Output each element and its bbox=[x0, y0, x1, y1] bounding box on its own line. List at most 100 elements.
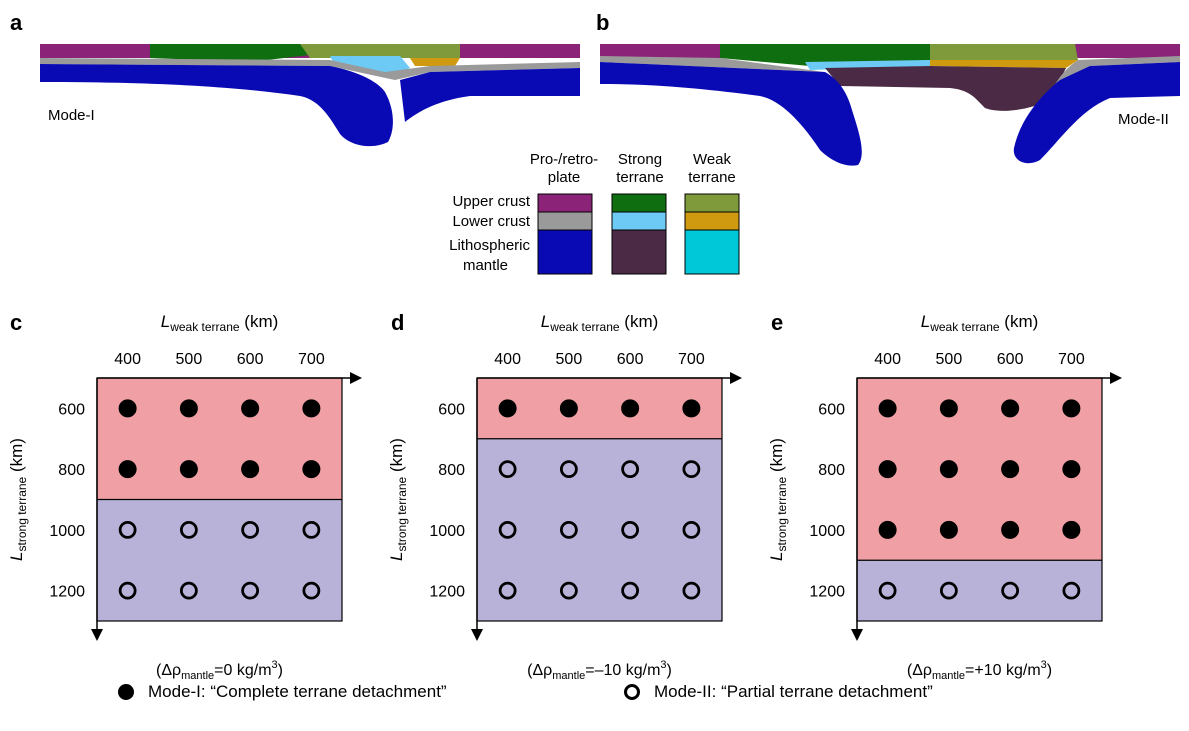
mode1-point bbox=[118, 460, 137, 479]
x-axis-arrow-icon bbox=[730, 372, 742, 384]
swatch-strong-mantle bbox=[611, 229, 667, 275]
mode2-point bbox=[498, 520, 517, 539]
mode1-point bbox=[241, 460, 260, 479]
mode2-point bbox=[1062, 581, 1081, 600]
mode2-point bbox=[498, 581, 517, 600]
a-plate-lower-crust bbox=[40, 58, 580, 80]
mode1-region bbox=[97, 378, 342, 500]
y-axis-title-main: L bbox=[387, 551, 406, 560]
y-axis-title-sub: strong terrane bbox=[775, 476, 789, 551]
y-axis-title-unit: (km) bbox=[387, 438, 406, 477]
model-cross-sections: Mode-I Mode-II bbox=[40, 44, 1180, 166]
col-header-strong-2: terrane bbox=[616, 169, 664, 186]
x-tick-label: 500 bbox=[936, 351, 963, 368]
x-tick-label: 700 bbox=[1058, 351, 1085, 368]
b-plate-lower-crust bbox=[600, 56, 825, 72]
y-tick-label: 800 bbox=[818, 462, 845, 479]
open-circle-icon bbox=[624, 684, 640, 700]
mode1-point bbox=[878, 520, 897, 539]
a-plate-mantle-left bbox=[40, 64, 393, 147]
mode2-point bbox=[878, 581, 897, 600]
swatch-plate-upper bbox=[537, 193, 593, 213]
y-tick-label: 1200 bbox=[49, 584, 85, 601]
mode1-point bbox=[498, 399, 517, 418]
y-tick-label: 600 bbox=[818, 401, 845, 418]
mode1-point bbox=[241, 399, 260, 418]
mode2-point bbox=[939, 581, 958, 600]
x-tick-label: 700 bbox=[298, 351, 325, 368]
mode1-point bbox=[302, 460, 321, 479]
filled-circle-icon bbox=[118, 684, 134, 700]
x-axis-title: Lweak terrane (km) bbox=[161, 312, 279, 334]
panel-label-b: b bbox=[596, 10, 610, 35]
panel-label-d: d bbox=[391, 310, 405, 335]
x-axis-title-sub: weak terrane bbox=[549, 320, 620, 334]
a-strong-upper-crust bbox=[150, 44, 310, 62]
mode2-point bbox=[559, 460, 578, 479]
col-header-strong-1: Strong bbox=[618, 151, 662, 168]
mode2-point bbox=[241, 581, 260, 600]
mode2-point bbox=[498, 460, 517, 479]
mode1-point bbox=[621, 399, 640, 418]
x-axis-title: Lweak terrane (km) bbox=[541, 312, 659, 334]
chart-caption: (Δρmantle=–10 kg/m3) bbox=[527, 659, 672, 682]
section-a: Mode-I bbox=[40, 44, 580, 147]
x-tick-label: 600 bbox=[617, 351, 644, 368]
mode1-point bbox=[118, 399, 137, 418]
mode2-point bbox=[621, 581, 640, 600]
col-header-weak-1: Weak bbox=[693, 151, 732, 168]
legend-mode1-label: Mode-I: “Complete terrane detachment” bbox=[148, 682, 447, 701]
mode2-point bbox=[241, 520, 260, 539]
x-tick-label: 400 bbox=[874, 351, 901, 368]
y-tick-label: 1200 bbox=[809, 584, 845, 601]
mode1-point bbox=[1062, 460, 1081, 479]
mode1-point bbox=[682, 399, 701, 418]
mode2-point bbox=[302, 581, 321, 600]
b-plate-mantle-right bbox=[1013, 62, 1180, 164]
chart-panel-d: Lweak terrane (km)Lstrong terrane (km)40… bbox=[387, 312, 742, 682]
col-header-plate-1: Pro-/retro- bbox=[530, 151, 598, 168]
chart-caption: (Δρmantle=0 kg/m3) bbox=[156, 659, 283, 682]
x-tick-label: 500 bbox=[556, 351, 583, 368]
mode1-point bbox=[559, 399, 578, 418]
y-tick-label: 1000 bbox=[49, 523, 85, 540]
x-axis-title-unit: (km) bbox=[620, 312, 659, 331]
x-axis-title-main: L bbox=[161, 312, 170, 331]
x-axis-arrow-icon bbox=[1110, 372, 1122, 384]
mode1-point bbox=[1062, 399, 1081, 418]
mode1-region bbox=[857, 378, 1102, 561]
chart-caption: (Δρmantle=+10 kg/m3) bbox=[907, 659, 1052, 682]
mode2-point bbox=[179, 520, 198, 539]
swatch-weak-mantle bbox=[684, 229, 740, 275]
mode2-point bbox=[682, 460, 701, 479]
b-strong-lower-crust bbox=[805, 60, 930, 70]
a-weak-lower-crust bbox=[410, 58, 460, 66]
panel-label-e: e bbox=[771, 310, 784, 335]
a-mode-label: Mode-I bbox=[48, 107, 95, 124]
a-strong-lower-crust bbox=[330, 56, 410, 76]
row-label-upper-crust: Upper crust bbox=[452, 193, 530, 210]
mode2-point bbox=[118, 520, 137, 539]
x-tick-label: 600 bbox=[997, 351, 1024, 368]
y-tick-label: 1200 bbox=[429, 584, 465, 601]
x-axis-title: Lweak terrane (km) bbox=[921, 312, 1039, 334]
y-axis-title-main: L bbox=[767, 551, 786, 560]
mode2-point bbox=[179, 581, 198, 600]
b-weak-upper-crust bbox=[930, 44, 1078, 60]
mode1-point bbox=[939, 460, 958, 479]
row-label-mantle-1: Lithospheric bbox=[449, 237, 530, 254]
y-axis-arrow-icon bbox=[471, 629, 483, 641]
x-axis-arrow-icon bbox=[350, 372, 362, 384]
mode2-point bbox=[621, 460, 640, 479]
y-tick-label: 600 bbox=[58, 401, 85, 418]
mode1-point bbox=[939, 399, 958, 418]
y-axis-arrow-icon bbox=[851, 629, 863, 641]
x-tick-label: 400 bbox=[494, 351, 521, 368]
y-axis-title-sub: strong terrane bbox=[15, 476, 29, 551]
mode2-region bbox=[97, 499, 342, 621]
b-strong-mantle bbox=[825, 66, 1066, 111]
y-tick-label: 1000 bbox=[809, 523, 845, 540]
mode1-point bbox=[878, 399, 897, 418]
mode1-point bbox=[1001, 520, 1020, 539]
x-axis-title-sub: weak terrane bbox=[929, 320, 1000, 334]
